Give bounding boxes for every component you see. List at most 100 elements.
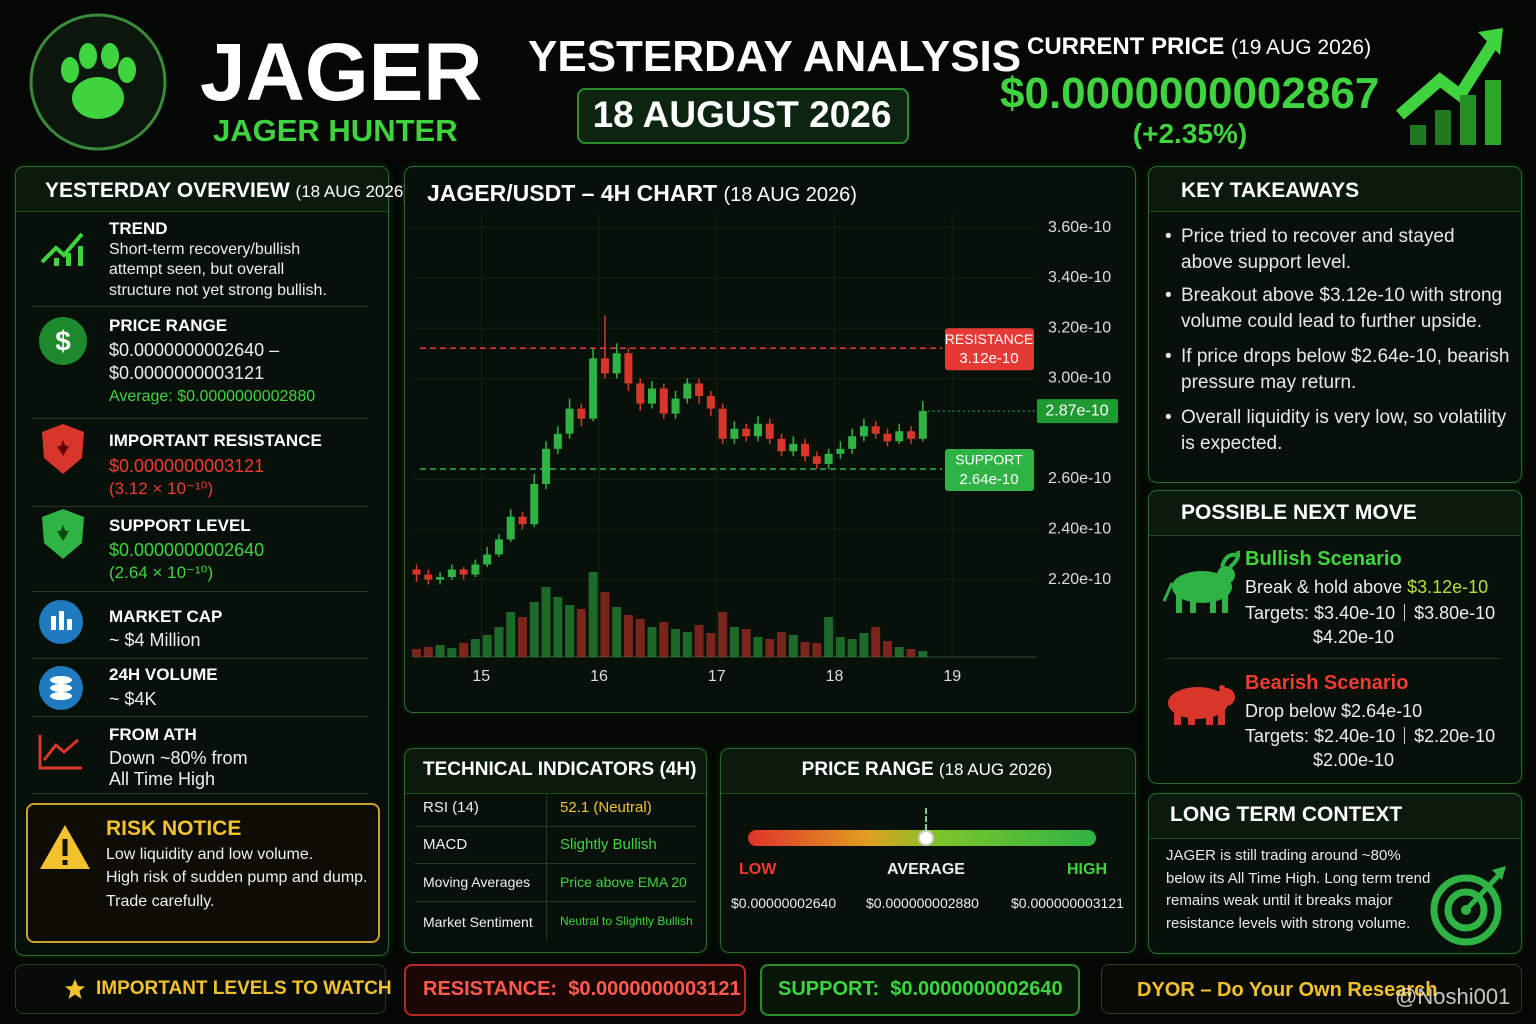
item-label: MARKET CAP <box>109 607 223 626</box>
overview-heading: YESTERDAY OVERVIEW (18 AUG 2026) <box>45 180 409 201</box>
volume-bar <box>412 649 422 657</box>
support-value: $0.0000000002640 <box>890 978 1063 1000</box>
takeaway: If price drops below $2.64e-10, bearish … <box>1165 344 1511 396</box>
candle-body <box>777 438 786 452</box>
candle-body <box>706 396 715 409</box>
volume-bar <box>812 643 822 657</box>
current-price: $0.0000000002867 <box>1000 69 1380 118</box>
price-range-title: PRICE RANGE <box>801 759 934 780</box>
takeaways-title: KEY TAKEAWAYS <box>1181 179 1360 202</box>
average-label: AVERAGE <box>887 861 965 878</box>
chart-title: JAGER/USDT – 4H CHART <box>427 180 718 206</box>
current-price-date: (19 AUG 2026) <box>1231 36 1372 59</box>
scenario-icons <box>1162 550 1240 725</box>
item-label: FROM ATH <box>109 725 197 744</box>
long-term-title: LONG TERM CONTEXT <box>1170 803 1403 826</box>
candle-body <box>589 358 598 419</box>
candle-body <box>695 383 704 397</box>
candle-body <box>624 353 633 384</box>
chart-subtitle: (18 AUG 2026) <box>723 184 857 206</box>
volume-bar <box>576 609 586 657</box>
date-box <box>577 88 909 144</box>
volume-bar <box>435 645 445 657</box>
support-label: SUPPORT: <box>778 978 880 1000</box>
last-price-box <box>1037 399 1118 424</box>
item-line: $0.0000000002640 <box>109 540 265 560</box>
risk-box <box>26 803 380 943</box>
volume-bar <box>529 602 539 657</box>
bullish-targets-line: Targets: $3.40e-10 $3.80e-10 <box>1245 604 1495 622</box>
candle-body <box>494 539 503 555</box>
candle-body <box>789 443 798 452</box>
candle-body <box>565 408 574 434</box>
item-line: Down ~80% from <box>109 748 248 768</box>
overview-date: (18 AUG 2026) <box>295 182 409 201</box>
volume-bar <box>565 605 575 657</box>
candle-body <box>859 426 868 437</box>
brand-subtitle: JAGER HUNTER <box>213 113 458 148</box>
targets-label: Targets: <box>1245 603 1310 623</box>
candle-body <box>506 516 515 540</box>
item-line: ~ $4K <box>109 689 157 709</box>
indicator-name: RSI (14) <box>423 799 479 816</box>
resistance-footer: RESISTANCE: $0.0000000003121 <box>423 979 741 999</box>
item-label: IMPORTANT RESISTANCE <box>109 431 322 450</box>
y-tick-label: 2.60e-10 <box>1048 470 1111 487</box>
item-label: SUPPORT LEVEL <box>109 516 251 535</box>
indicator-name: Moving Averages <box>423 874 531 890</box>
volume-bar <box>482 635 492 657</box>
x-tick-label: 15 <box>472 668 490 685</box>
candle-body <box>553 433 562 449</box>
candle-body <box>848 436 857 449</box>
indicator-value: Neutral to Slightly Bullish <box>560 914 693 928</box>
volume-bar <box>447 648 457 657</box>
candle-body <box>824 453 833 464</box>
candle-body <box>471 564 480 575</box>
volume-bar <box>894 647 904 657</box>
bearish-condition: Drop below $2.64e-10 <box>1245 701 1423 721</box>
candle-body <box>871 426 880 434</box>
volume-bar <box>553 597 563 657</box>
high-label: HIGH <box>1067 861 1107 878</box>
x-tick-label: 19 <box>943 668 961 685</box>
star-icon <box>65 979 85 999</box>
candlestick-chart: 3.60e-10 3.40e-10 3.20e-10 3.00e-10 2.60e-10… <box>412 215 1118 685</box>
long-term-text: JAGER is still trading around ~80% below… <box>1166 847 1431 932</box>
volume-bar <box>623 615 633 657</box>
candle-body <box>683 383 692 399</box>
item-line: attempt seen, but overall <box>109 261 285 278</box>
candle-body <box>671 398 680 414</box>
high-value: $0.000000003121 <box>1011 895 1124 911</box>
item-line: Average: $0.0000000002880 <box>109 388 316 405</box>
candle-body <box>812 456 821 464</box>
x-tick-label: 16 <box>590 668 608 685</box>
takeaway: Overall liquidity is very low, so volati… <box>1165 405 1511 457</box>
item-line: (2.64 × 10⁻¹⁰) <box>109 563 214 582</box>
volume-bar <box>859 633 869 657</box>
volume-bar <box>800 642 810 657</box>
y-tick-label: 3.00e-10 <box>1048 370 1111 387</box>
item-line: $0.0000000003121 <box>109 456 265 476</box>
bearish-title: Bearish Scenario <box>1245 672 1409 694</box>
bullish-condition-line: Break & hold above $3.12e-10 <box>1245 578 1488 596</box>
candle-body <box>753 423 762 437</box>
price-change: (+2.35%) <box>1132 118 1248 149</box>
target: $3.40e-10 <box>1314 603 1396 623</box>
takeaway: Breakout above $3.12e-10 with strong vol… <box>1165 283 1511 335</box>
target: $2.20e-10 <box>1414 726 1496 746</box>
support-box <box>760 964 1080 1016</box>
item-label: 24H VOLUME <box>109 665 218 684</box>
overview-title: YESTERDAY OVERVIEW <box>45 179 290 202</box>
volume-bar <box>824 617 834 657</box>
volume-bar <box>694 625 704 657</box>
resistance-box <box>404 964 746 1016</box>
dyor-box <box>1101 964 1522 1014</box>
candle-body <box>483 554 492 565</box>
item-line: Short-term recovery/bullish <box>109 241 301 258</box>
candle-body <box>436 577 445 580</box>
volume-bar <box>753 637 763 657</box>
volume-bar <box>659 622 669 657</box>
dyor: DYOR – Do Your Own Research <box>1137 979 1438 1001</box>
candle-body <box>447 569 456 578</box>
